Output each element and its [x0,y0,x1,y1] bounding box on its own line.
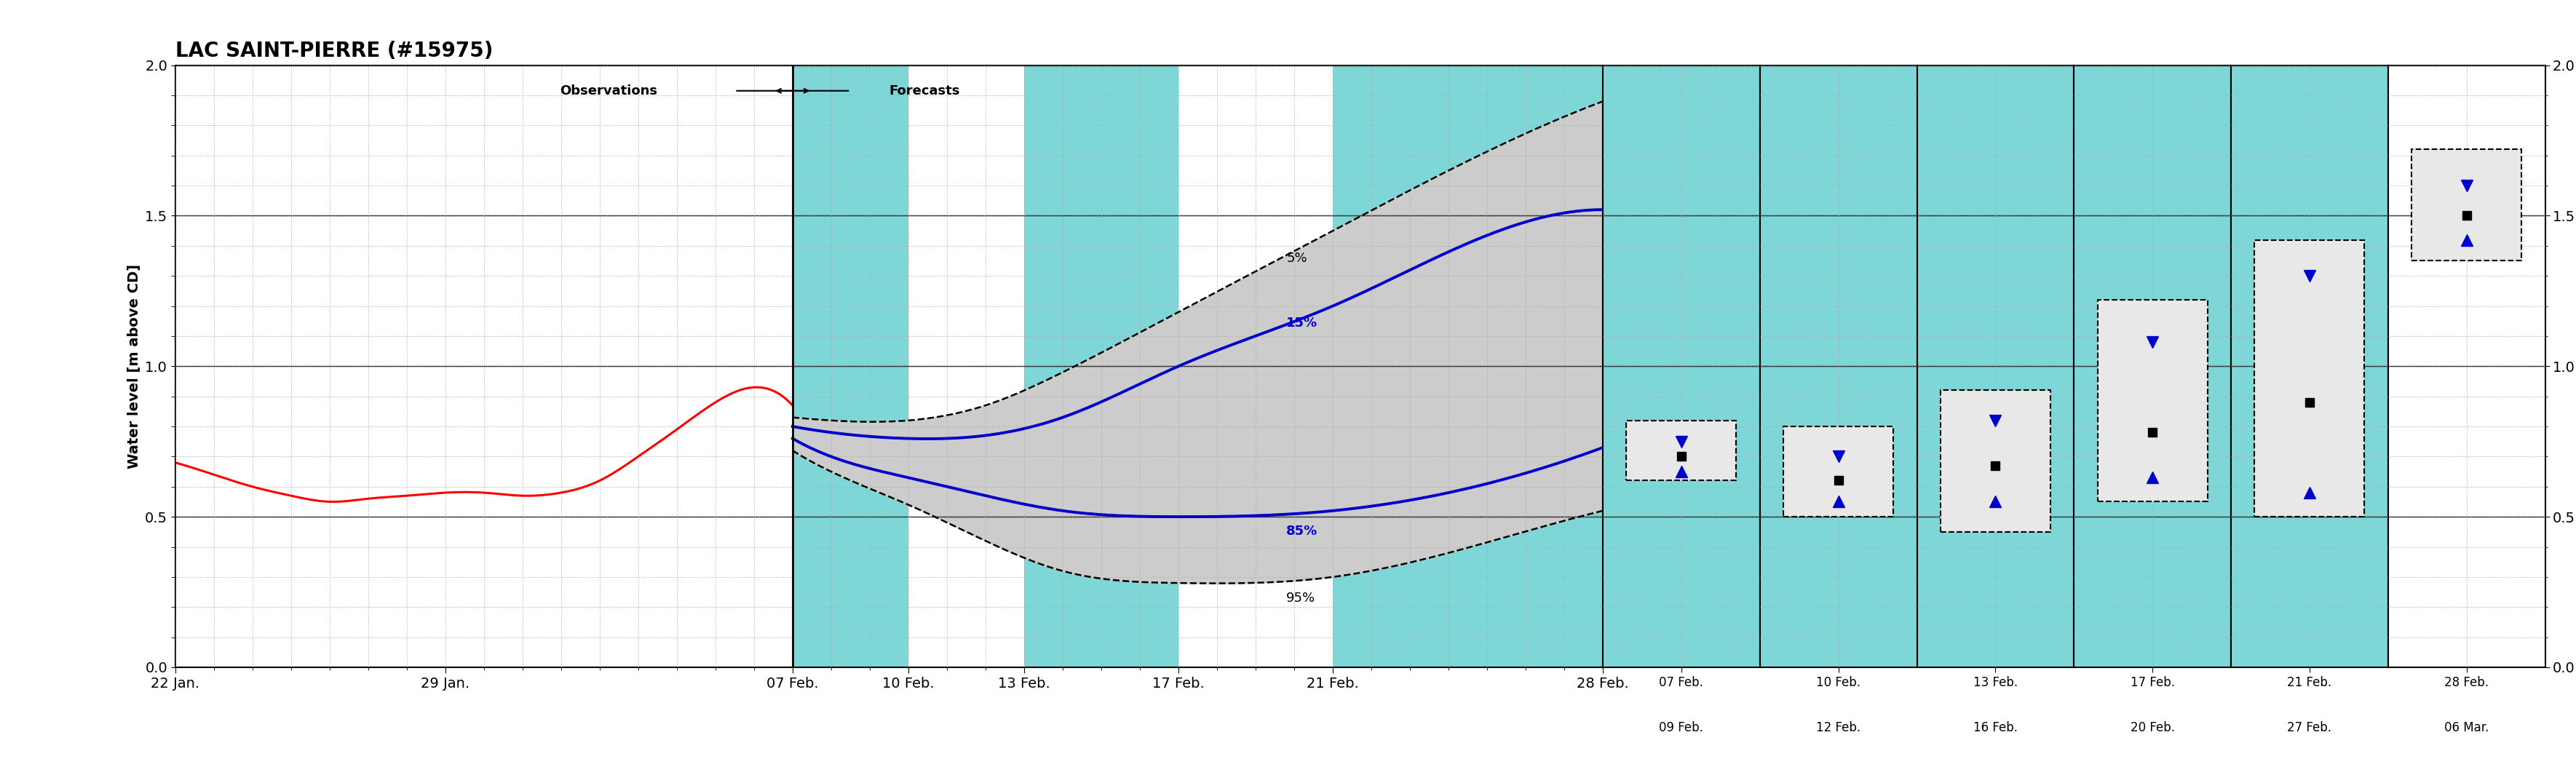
Text: Forecasts: Forecasts [889,84,961,97]
Text: LAC SAINT-PIERRE (#15975): LAC SAINT-PIERRE (#15975) [175,41,492,61]
Text: 09 Feb.: 09 Feb. [1659,722,1703,735]
Y-axis label: Water level [m above CD]: Water level [m above CD] [126,264,142,469]
Bar [1625,420,1736,481]
Text: 20 Feb.: 20 Feb. [2130,722,2174,735]
Bar [793,65,909,667]
Bar [1940,390,2050,532]
Text: Observations: Observations [559,84,657,97]
Text: 85%: 85% [1285,525,1319,538]
Text: 95%: 95% [1285,592,1316,605]
Text: 5%: 5% [1285,252,1306,265]
Text: 12 Feb.: 12 Feb. [1816,722,1860,735]
Text: 15%: 15% [1285,316,1319,329]
Bar [1025,65,1177,667]
Text: 16 Feb.: 16 Feb. [1973,722,2017,735]
Text: 06 Mar.: 06 Mar. [2445,722,2488,735]
Bar [2097,300,2208,502]
Bar [1783,426,1893,517]
Bar [2411,150,2522,261]
Bar [2254,240,2365,517]
Text: 27 Feb.: 27 Feb. [2287,722,2331,735]
Bar [1332,65,1602,667]
